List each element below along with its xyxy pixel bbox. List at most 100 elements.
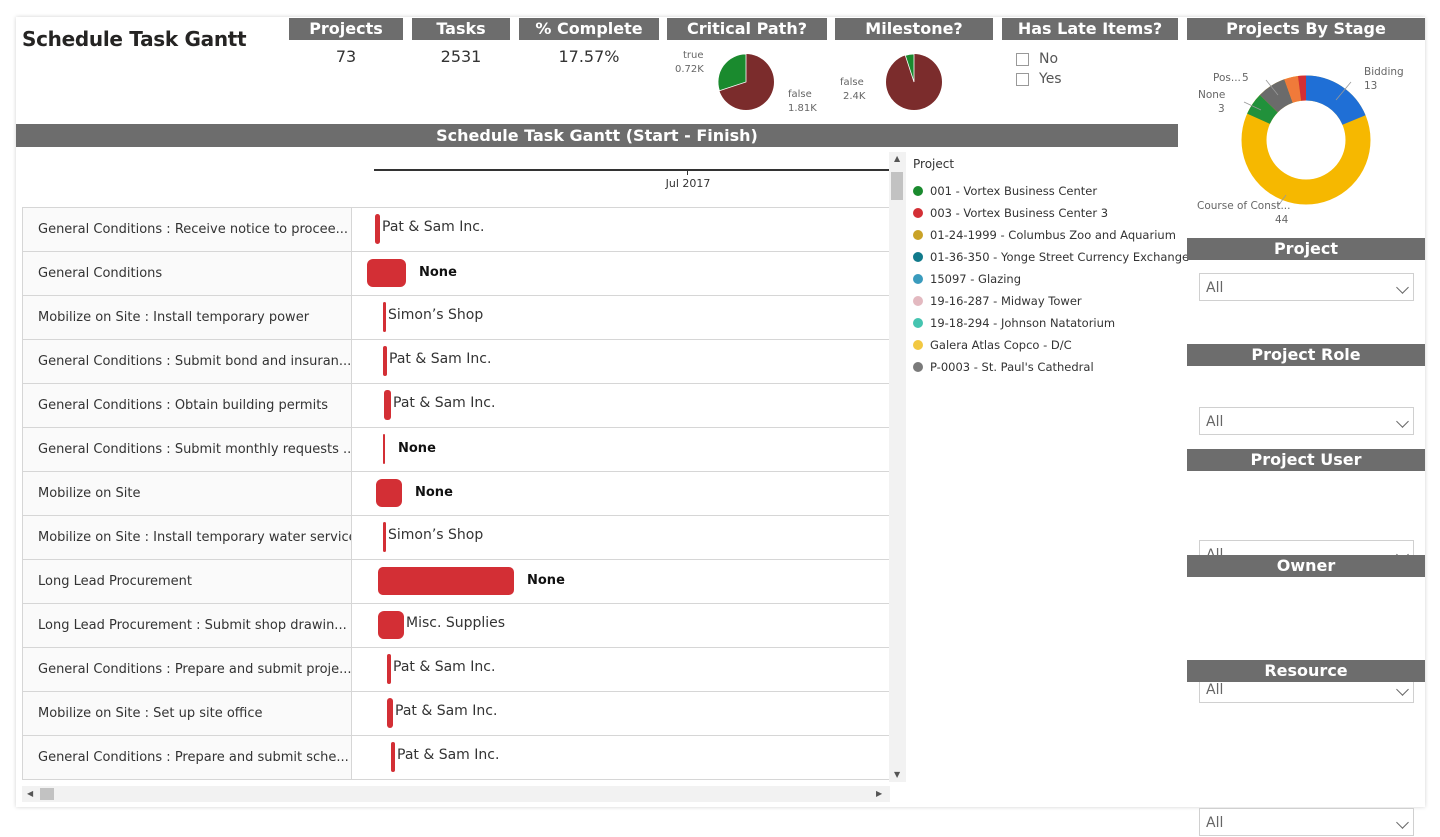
table-row[interactable]: General Conditions : Receive notice to p… bbox=[22, 207, 889, 252]
table-row[interactable]: General Conditions : Prepare and submit … bbox=[22, 736, 889, 780]
scroll-right-icon[interactable]: ▶ bbox=[876, 789, 882, 798]
gantt-bar[interactable] bbox=[376, 479, 402, 507]
legend-item[interactable]: Galera Atlas Copco - D/C bbox=[913, 334, 1189, 356]
checkbox[interactable] bbox=[1016, 53, 1029, 66]
gantt-bar[interactable] bbox=[387, 698, 393, 728]
gantt-bar[interactable] bbox=[384, 390, 391, 420]
legend-label: 001 - Vortex Business Center bbox=[930, 184, 1097, 198]
stage-donut[interactable] bbox=[1236, 70, 1376, 210]
table-row[interactable]: Mobilize on Site None bbox=[22, 472, 889, 516]
gantt-bar[interactable] bbox=[378, 611, 404, 639]
legend-title: Project bbox=[913, 157, 954, 171]
vertical-scrollbar[interactable] bbox=[889, 152, 906, 782]
legend-item[interactable]: 15097 - Glazing bbox=[913, 268, 1189, 290]
vertical-scroll-thumb[interactable] bbox=[891, 172, 903, 200]
gantt-bar[interactable] bbox=[378, 567, 514, 595]
bar-label: None bbox=[419, 265, 457, 280]
project-role-dropdown[interactable]: All bbox=[1199, 407, 1414, 435]
table-row[interactable]: General Conditions : Obtain building per… bbox=[22, 384, 889, 428]
table-row[interactable]: Mobilize on Site : Install temporary pow… bbox=[22, 296, 889, 340]
scroll-up-icon[interactable]: ▲ bbox=[894, 154, 900, 163]
legend-label: 01-36-350 - Yonge Street Currency Exchan… bbox=[930, 250, 1189, 264]
legend-item[interactable]: 19-16-287 - Midway Tower bbox=[913, 290, 1189, 312]
bar-label: Pat & Sam Inc. bbox=[395, 703, 497, 719]
bar-label: None bbox=[415, 485, 453, 500]
option-label: No bbox=[1039, 51, 1058, 67]
legend-dot-icon bbox=[913, 252, 923, 262]
page-title: Schedule Task Gantt bbox=[22, 27, 246, 51]
slicer-project-header: Project bbox=[1187, 238, 1425, 260]
legend-item[interactable]: 01-36-350 - Yonge Street Currency Exchan… bbox=[913, 246, 1189, 268]
donut-pos[interactable] bbox=[1269, 91, 1289, 104]
stage-bidding-label: Bidding bbox=[1364, 66, 1404, 78]
table-row[interactable]: Long Lead Procurement None bbox=[22, 560, 889, 604]
slicer-user-header: Project User bbox=[1187, 449, 1425, 471]
stage-chart-header: Projects By Stage bbox=[1187, 18, 1425, 40]
task-name: General Conditions : Prepare and submit … bbox=[23, 648, 352, 691]
legend-item[interactable]: 01-24-1999 - Columbus Zoo and Aquarium bbox=[913, 224, 1189, 246]
table-row[interactable]: General Conditions None bbox=[22, 252, 889, 296]
has-late-slicer: No Yes bbox=[1016, 49, 1062, 89]
scroll-down-icon[interactable]: ▼ bbox=[894, 770, 900, 779]
bar-label: Misc. Supplies bbox=[406, 615, 505, 631]
milestone-pie[interactable] bbox=[884, 52, 944, 112]
table-row[interactable]: General Conditions : Submit bond and ins… bbox=[22, 340, 889, 384]
legend-item[interactable]: 003 - Vortex Business Center 3 bbox=[913, 202, 1189, 224]
legend-dot-icon bbox=[913, 318, 923, 328]
gantt-bar[interactable] bbox=[383, 434, 385, 464]
has-late-option-no[interactable]: No bbox=[1016, 49, 1062, 69]
critical-path-pie[interactable] bbox=[716, 52, 776, 112]
donut-orange[interactable] bbox=[1289, 88, 1300, 91]
table-row[interactable]: General Conditions : Prepare and submit … bbox=[22, 648, 889, 692]
has-late-option-yes[interactable]: Yes bbox=[1016, 69, 1062, 89]
gantt-bar[interactable] bbox=[375, 214, 380, 244]
project-dropdown[interactable]: All bbox=[1199, 273, 1414, 301]
bar-label: Pat & Sam Inc. bbox=[382, 219, 484, 235]
resource-dropdown[interactable]: All bbox=[1199, 808, 1414, 836]
legend-item[interactable]: P-0003 - St. Paul's Cathedral bbox=[913, 356, 1189, 378]
option-label: Yes bbox=[1039, 71, 1062, 87]
has-late-header: Has Late Items? bbox=[1002, 18, 1178, 40]
cp-true-label: true bbox=[683, 50, 704, 61]
gantt-bar[interactable] bbox=[387, 654, 391, 684]
bar-label: Simon’s Shop bbox=[388, 527, 483, 543]
gantt-bar[interactable] bbox=[367, 259, 406, 287]
task-name: General Conditions : Obtain building per… bbox=[23, 384, 352, 427]
gantt-bar[interactable] bbox=[391, 742, 395, 772]
horizontal-scroll-thumb[interactable] bbox=[40, 788, 54, 800]
legend-item[interactable]: 001 - Vortex Business Center bbox=[913, 180, 1189, 202]
kpi-tasks-value: 2531 bbox=[412, 47, 510, 66]
legend-item[interactable]: 19-18-294 - Johnson Natatorium bbox=[913, 312, 1189, 334]
legend-dot-icon bbox=[913, 208, 923, 218]
gantt-bar[interactable] bbox=[383, 522, 386, 552]
cp-true-value: 0.72K bbox=[675, 64, 704, 75]
table-row[interactable]: Mobilize on Site : Install temporary wat… bbox=[22, 516, 889, 560]
task-name: General Conditions : Receive notice to p… bbox=[23, 208, 352, 251]
milestone-header: Milestone? bbox=[835, 18, 993, 40]
scroll-left-icon[interactable]: ◀ bbox=[27, 789, 33, 798]
timeline-tick bbox=[687, 169, 688, 175]
bar-label: Pat & Sam Inc. bbox=[393, 659, 495, 675]
stage-course-value: 44 bbox=[1275, 214, 1288, 226]
task-name: General Conditions : Prepare and submit … bbox=[23, 736, 352, 779]
timeline-label: Jul 2017 bbox=[660, 177, 716, 190]
table-row[interactable]: General Conditions : Submit monthly requ… bbox=[22, 428, 889, 472]
checkbox[interactable] bbox=[1016, 73, 1029, 86]
dropdown-value: All bbox=[1206, 815, 1223, 831]
table-row[interactable]: Long Lead Procurement : Submit shop draw… bbox=[22, 604, 889, 648]
gantt-bar[interactable] bbox=[383, 346, 387, 376]
donut-none[interactable] bbox=[1259, 104, 1269, 119]
chevron-down-icon bbox=[1396, 415, 1409, 428]
horizontal-scrollbar[interactable] bbox=[22, 786, 890, 802]
legend-dot-icon bbox=[913, 362, 923, 372]
legend-label: 01-24-1999 - Columbus Zoo and Aquarium bbox=[930, 228, 1176, 242]
gantt-bar[interactable] bbox=[383, 302, 386, 332]
donut-bidding[interactable] bbox=[1306, 88, 1354, 120]
dropdown-value: All bbox=[1206, 682, 1223, 698]
kpi-tasks-header: Tasks bbox=[412, 18, 510, 40]
dropdown-value: All bbox=[1206, 280, 1223, 296]
legend-dot-icon bbox=[913, 340, 923, 350]
stage-pos-value: 5 bbox=[1242, 72, 1249, 84]
table-row[interactable]: Mobilize on Site : Set up site office Pa… bbox=[22, 692, 889, 736]
project-legend: 001 - Vortex Business Center 003 - Vortex… bbox=[913, 180, 1189, 378]
